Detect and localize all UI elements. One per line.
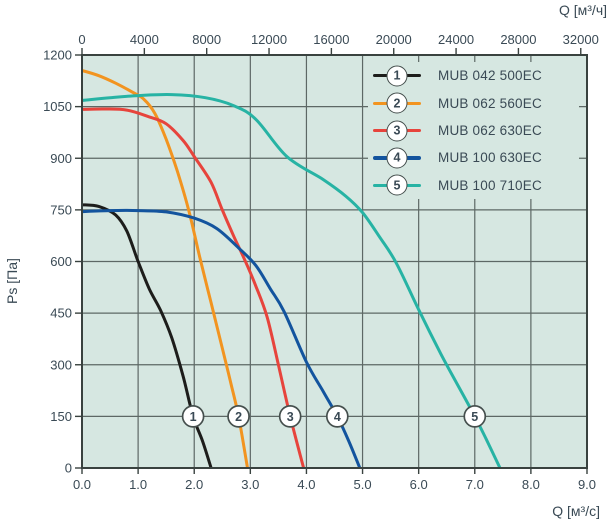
legend-marker-number: 3: [393, 123, 401, 138]
legend-item-mub-100-630ec: 4 MUB 100 630EC: [373, 144, 579, 171]
legend-swatch: 5: [373, 174, 421, 196]
legend-label: MUB 062 560EC: [438, 95, 542, 111]
left-tick-label: 1200: [43, 48, 72, 63]
top-tick-label: 20000: [376, 32, 412, 47]
curve-marker-number-5: 5: [471, 410, 478, 424]
bottom-tick-label: 8.0: [522, 477, 540, 492]
curve-marker-number-1: 1: [190, 410, 197, 424]
legend-swatch: 2: [373, 92, 421, 114]
curve-marker-circle-2: [227, 405, 250, 428]
bottom-tick-label: 5.0: [354, 477, 372, 492]
legend-swatch: 3: [373, 120, 421, 142]
bottom-axis-title: Q [м³/с]: [552, 503, 600, 519]
top-tick-label: 28000: [500, 32, 536, 47]
legend-marker-circle: 3: [386, 120, 408, 142]
legend-marker-number: 2: [393, 96, 401, 111]
top-tick-label: 0: [78, 32, 85, 47]
curve-mub-100-710ec: [82, 93, 502, 468]
left-tick-label: 600: [50, 254, 72, 269]
legend-marker-number: 4: [393, 150, 401, 165]
legend-label: MUB 042 500EC: [438, 68, 542, 84]
left-tick-label: 750: [50, 202, 72, 217]
curve-mub-062-560ec: [82, 69, 249, 468]
left-tick-label: 150: [50, 409, 72, 424]
left-tick-label: 900: [50, 151, 72, 166]
left-tick-label: 1050: [43, 99, 72, 114]
curve-marker-circle-1: [181, 405, 205, 428]
bottom-tick-label: 3.0: [241, 477, 259, 492]
curve-mub-062-630ec: [82, 107, 306, 468]
top-axis-title: Q [м³/ч]: [558, 2, 607, 18]
bottom-tick-label: 2.0: [185, 477, 203, 492]
legend-item-mub-100-710ec: 5 MUB 100 710EC: [373, 172, 579, 199]
legend-item-mub-062-560ec: 2 MUB 062 560EC: [373, 89, 579, 116]
legend-label: MUB 100 710EC: [438, 177, 542, 193]
legend-swatch: 4: [373, 147, 421, 169]
legend-marker-number: 5: [393, 178, 401, 193]
curve-marker-circle-5: [463, 405, 487, 428]
top-tick-label: 32000: [563, 32, 599, 47]
chart-legend: 1 MUB 042 500EC 2 MUB 062 560EC 3 MUB 06…: [368, 62, 579, 199]
curve-marker-number-2: 2: [235, 410, 242, 424]
curve-markers: 1 2 3 4 5: [181, 405, 487, 428]
bottom-tick-label: 7.0: [466, 477, 484, 492]
bottom-tick-label: 1.0: [129, 477, 147, 492]
curve-marker-number-3: 3: [287, 410, 294, 424]
legend-marker-circle: 2: [386, 92, 408, 114]
curve-marker-circle-4: [325, 405, 349, 428]
axis-ticks: [75, 48, 588, 474]
bottom-tick-label: 6.0: [410, 477, 428, 492]
legend-marker-circle: 1: [386, 65, 408, 87]
legend-marker-circle: 5: [386, 174, 408, 196]
left-tick-label: 0: [65, 461, 72, 476]
top-tick-label: 12000: [251, 32, 287, 47]
top-tick-label: 16000: [313, 32, 349, 47]
top-tick-label: 4000: [130, 32, 159, 47]
axis-tick-labels: 0.0 1.0 2.0 3.0 4.0 5.0 6.0 7.0 8.0 9.0 0 4000 8000 1…: [43, 32, 599, 492]
top-tick-label: 8000: [192, 32, 221, 47]
legend-marker-number: 1: [393, 68, 401, 83]
top-tick-label: 24000: [438, 32, 474, 47]
left-tick-label: 300: [50, 357, 72, 372]
bottom-tick-label: 4.0: [297, 477, 315, 492]
left-axis-title: Ps [Па]: [4, 258, 20, 304]
curve-marker-circle-3: [278, 405, 302, 428]
legend-item-mub-042-500ec: 1 MUB 042 500EC: [373, 62, 579, 89]
legend-item-mub-062-630ec: 3 MUB 062 630EC: [373, 117, 579, 144]
legend-marker-circle: 4: [386, 147, 408, 169]
bottom-tick-label: 0.0: [73, 477, 91, 492]
legend-label: MUB 062 630EC: [438, 123, 542, 139]
legend-swatch: 1: [373, 65, 421, 87]
legend-label: MUB 100 630EC: [438, 150, 542, 166]
bottom-tick-label: 9.0: [578, 477, 596, 492]
curve-marker-number-4: 4: [334, 410, 341, 424]
left-tick-label: 450: [50, 306, 72, 321]
